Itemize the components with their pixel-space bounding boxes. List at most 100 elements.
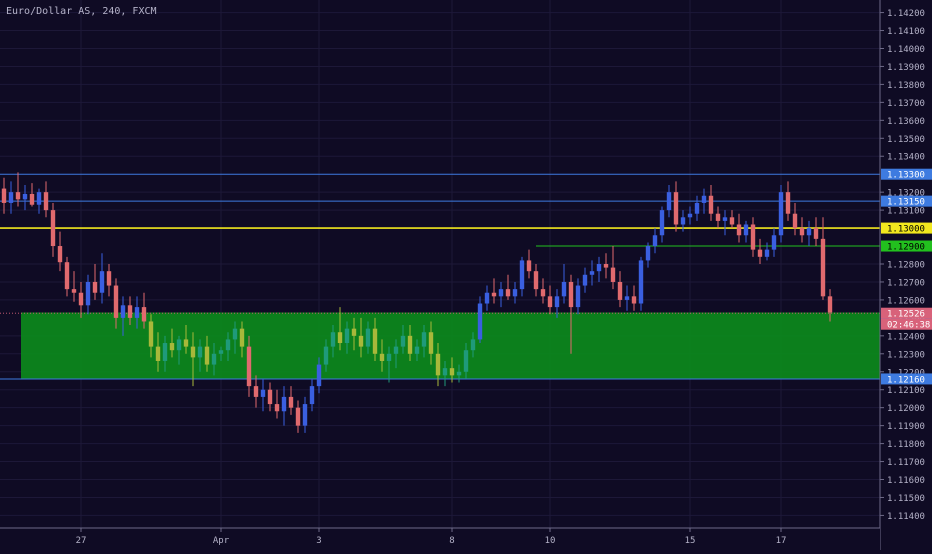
candle-body xyxy=(400,335,406,347)
candle-body xyxy=(701,195,707,203)
candle xyxy=(645,242,651,268)
candle-body xyxy=(680,217,686,225)
candle xyxy=(596,256,602,282)
candle xyxy=(463,343,469,379)
candle xyxy=(624,285,630,311)
price-tick-label: 1.11900 xyxy=(887,422,925,432)
candle xyxy=(575,278,581,315)
candle xyxy=(134,296,140,329)
price-tick-label: 1.12100 xyxy=(887,386,925,396)
candle-body xyxy=(652,235,658,247)
price-tag-label: 1.12526 xyxy=(887,310,925,320)
candle xyxy=(610,246,616,290)
candle-body xyxy=(561,281,567,297)
candle xyxy=(344,321,350,354)
candle-body xyxy=(190,346,196,358)
time-tick-label: 8 xyxy=(449,536,454,546)
candle-body xyxy=(799,228,805,236)
candle xyxy=(785,181,791,221)
candle-body xyxy=(414,346,420,354)
price-tag-label: 1.12900 xyxy=(887,243,925,253)
price-axis[interactable]: 1.14200 1.14100 1.14000 1.13900 1.13800 1.137… xyxy=(879,0,932,550)
candle-body xyxy=(729,217,735,225)
candle xyxy=(1,177,7,214)
candle-body xyxy=(407,335,413,354)
candle-body xyxy=(792,213,798,229)
candle xyxy=(8,181,14,214)
candle-body xyxy=(267,389,273,405)
price-tick-label: 1.13100 xyxy=(887,207,925,217)
candle-body xyxy=(750,224,756,250)
candle-body xyxy=(421,332,427,347)
candle-body xyxy=(547,296,553,308)
price-tag-bg xyxy=(881,307,932,319)
candle-body xyxy=(554,296,560,308)
candle xyxy=(281,386,287,426)
candle-body xyxy=(141,307,147,322)
candle-body xyxy=(85,281,91,306)
price-tag-bg xyxy=(881,168,932,180)
candle xyxy=(379,339,385,372)
time-tick-label: 10 xyxy=(545,536,556,546)
candle xyxy=(148,314,154,358)
candle-body xyxy=(295,407,301,426)
price-tick-label: 1.12300 xyxy=(887,350,925,360)
price-tick-label: 1.13500 xyxy=(887,135,925,145)
candle xyxy=(36,188,42,214)
candle-body xyxy=(442,368,448,376)
candle-body xyxy=(666,192,672,211)
candle xyxy=(743,220,749,243)
candle xyxy=(155,332,161,372)
candle-body xyxy=(694,202,700,214)
candle xyxy=(673,181,679,232)
candle-body xyxy=(582,274,588,286)
time-axis-background xyxy=(0,528,880,550)
candle xyxy=(141,292,147,329)
candle-body xyxy=(260,389,266,397)
candle xyxy=(750,217,756,257)
candle-body xyxy=(526,260,532,272)
candle xyxy=(631,285,637,311)
candle xyxy=(127,296,133,326)
candle-body xyxy=(785,192,791,214)
candle-body xyxy=(22,193,28,200)
candle-body xyxy=(274,404,280,412)
price-tick-label: 1.11600 xyxy=(887,476,925,486)
candle-body xyxy=(687,213,693,218)
candle xyxy=(162,335,168,372)
candle-body xyxy=(204,346,210,365)
candle-body xyxy=(176,339,182,351)
candle xyxy=(778,184,784,243)
price-tag-label: 1.13000 xyxy=(887,225,925,235)
candle-body xyxy=(309,386,315,405)
price-tag: 1.13000 xyxy=(881,222,932,235)
price-tick-label: 1.12200 xyxy=(887,368,925,378)
candle xyxy=(799,217,805,243)
candle-body xyxy=(610,267,616,282)
price-tick-label: 1.13700 xyxy=(887,99,925,109)
candle-body xyxy=(736,224,742,236)
candle xyxy=(323,339,329,372)
candle xyxy=(729,210,735,229)
candle xyxy=(484,285,490,311)
price-tick-label: 1.13600 xyxy=(887,117,925,127)
candle xyxy=(78,281,84,318)
candle xyxy=(582,267,588,293)
candle xyxy=(15,172,21,207)
candle xyxy=(253,375,259,408)
candle xyxy=(435,343,441,387)
candle-body xyxy=(659,210,665,236)
candle-body xyxy=(351,328,357,336)
candle xyxy=(358,317,364,358)
candle xyxy=(99,253,105,304)
time-axis[interactable]: 27 Apr 3 8 10 15 17 xyxy=(0,527,880,550)
candle-body xyxy=(99,271,105,293)
candle xyxy=(442,360,448,387)
candle-body xyxy=(484,292,490,304)
candle xyxy=(190,332,196,387)
candle-body xyxy=(722,217,728,221)
candle xyxy=(92,264,98,300)
